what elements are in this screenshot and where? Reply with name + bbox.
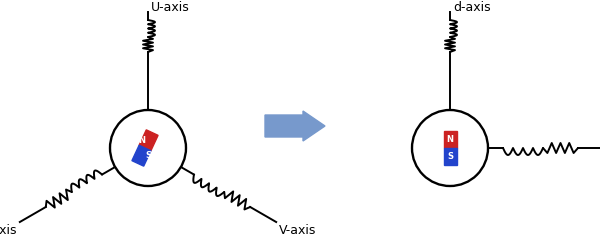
Text: W-axis: W-axis [0,224,17,237]
Text: S: S [146,151,152,160]
Text: d-axis: d-axis [453,1,491,14]
Text: V-axis: V-axis [279,224,317,237]
FancyArrow shape [265,111,325,141]
Polygon shape [443,131,457,148]
Text: S: S [447,152,453,161]
Text: U-axis: U-axis [151,1,190,14]
Polygon shape [139,130,158,151]
Circle shape [110,110,186,186]
Polygon shape [443,148,457,165]
Text: N: N [446,135,454,144]
Polygon shape [132,145,151,166]
Circle shape [412,110,488,186]
Text: N: N [138,136,145,145]
